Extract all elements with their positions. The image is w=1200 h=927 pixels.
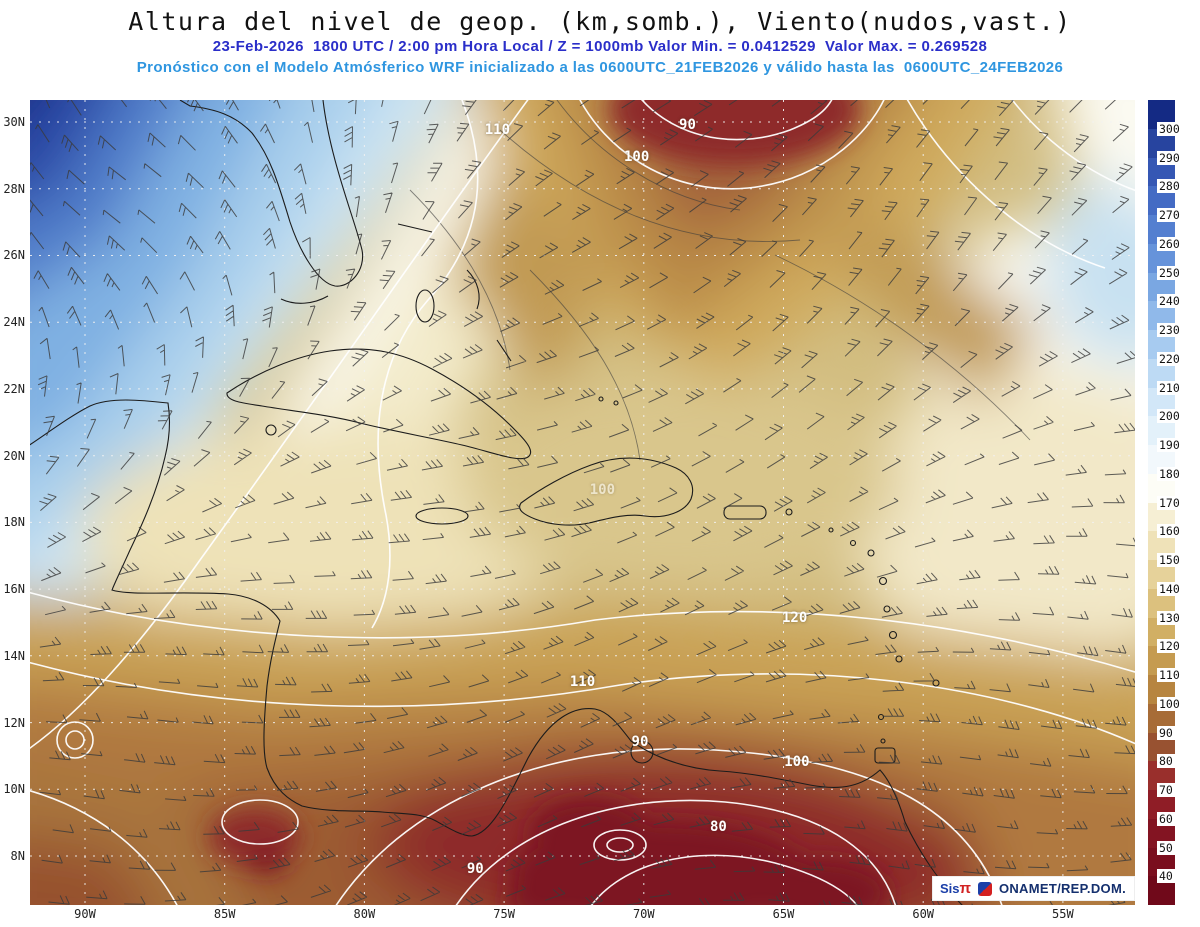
lon-label: 70W: [632, 907, 655, 921]
colorbar-tick: 100: [1157, 696, 1182, 711]
colorbar-tick: 270: [1157, 208, 1182, 222]
colorbar-tick: 160: [1157, 524, 1182, 539]
colorbar-tick: 120: [1157, 639, 1182, 654]
colorbar-tick: 170: [1157, 495, 1182, 510]
lon-label: 60W: [912, 907, 935, 921]
contours-white-layer: [30, 100, 1135, 905]
field-layer: [30, 100, 1135, 905]
colorbar-tick: 70: [1157, 783, 1175, 797]
colorbar-tick: 250: [1157, 265, 1182, 280]
lat-label: 10N: [3, 782, 25, 797]
onamet-logo-icon: [977, 881, 992, 896]
lat-label: 16N: [3, 582, 25, 597]
subtitle-model-info: Pronóstico con el Modelo Atmósferico WRF…: [136, 59, 1064, 76]
colorbar-tick: 40: [1157, 869, 1175, 884]
lon-label: 80W: [353, 907, 376, 921]
colorbar-tick: 240: [1157, 294, 1182, 309]
colorbar-tick: 300: [1157, 121, 1182, 136]
watermark-org: ONAMET/REP.DOM.: [998, 881, 1126, 896]
colorbar-tick: 140: [1157, 581, 1182, 596]
colorbar-tick: 230: [1157, 323, 1182, 337]
lat-label: 22N: [3, 381, 25, 396]
lon-label: 85W: [213, 907, 236, 921]
lat-label: 18N: [3, 515, 25, 530]
lat-label: 8N: [10, 849, 25, 864]
contours-dark-layer: [409, 100, 1031, 461]
colorbar-tick: 80: [1157, 754, 1175, 769]
colorbar-tick: 60: [1157, 811, 1175, 826]
colorbar-tick: 200: [1157, 409, 1182, 424]
colorbar: 300 290 280 270 260 250 240 230 220 210 200 190 180 1…: [1148, 100, 1196, 905]
lon-label: 75W: [493, 907, 515, 921]
lon-axis: 90W 85W 80W 75W 70W 65W 60W 55W: [30, 907, 1135, 925]
lat-label: 14N: [3, 648, 25, 663]
coastlines-layer: [30, 100, 963, 905]
colorbar-tick: 190: [1157, 438, 1182, 452]
colorbar-tick: 260: [1157, 236, 1182, 251]
page-title: Altura del nivel de geop. (km,somb.), Vi…: [128, 7, 1072, 36]
colorbar-labels: 300 290 280 270 260 250 240 230 220 210 200 190 180 1…: [1148, 100, 1196, 905]
colorbar-tick: 210: [1157, 380, 1182, 395]
lat-label: 26N: [3, 248, 25, 263]
colorbar-tick: 90: [1157, 725, 1175, 740]
lat-axis: 30N 28N 26N 24N 22N 20N 18N 16N 14N 12N 10N 8N: [0, 100, 28, 905]
watermark: Sisπ ONAMET/REP.DOM.: [931, 876, 1135, 901]
colorbar-tick: 220: [1157, 351, 1182, 366]
colorbar-tick: 280: [1157, 179, 1182, 194]
colorbar-tick: 180: [1157, 466, 1182, 481]
lat-label: 20N: [3, 448, 25, 463]
lon-label: 90W: [74, 907, 96, 921]
map-canvas: [30, 100, 1135, 905]
colorbar-tick: 290: [1157, 150, 1182, 165]
watermark-brand: Sisπ: [939, 880, 971, 897]
lon-label: 55W: [1052, 907, 1074, 921]
colorbar-tick: 110: [1157, 668, 1182, 682]
subtitle-valid-time: 23-Feb-2026 1800 UTC / 2:00 pm Hora Loca…: [212, 38, 988, 55]
header: Altura del nivel de geop. (km,somb.), Vi…: [0, 0, 1200, 76]
wind-barbs-layer: [30, 100, 1135, 905]
lat-label: 28N: [3, 181, 25, 196]
weather-map: 110 90 100 100 120 110 90 100 80 90 Sisπ ONAMET/R…: [30, 100, 1135, 905]
colorbar-tick: 150: [1157, 553, 1182, 567]
colorbar-tick: 50: [1157, 840, 1175, 855]
lat-label: 24N: [3, 315, 25, 330]
lat-label: 12N: [3, 715, 25, 730]
lon-label: 65W: [772, 907, 795, 921]
colorbar-tick: 130: [1157, 610, 1182, 625]
lat-label: 30N: [3, 115, 25, 129]
